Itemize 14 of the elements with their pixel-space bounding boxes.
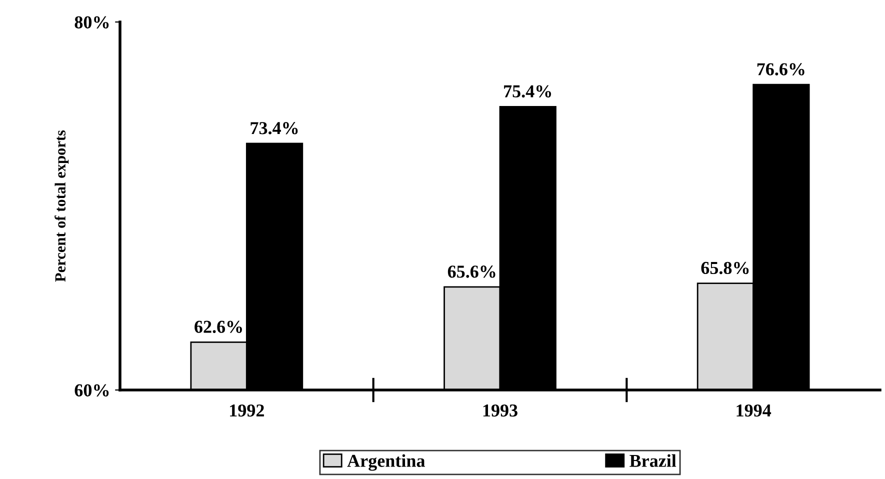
x-tick-label: 1993 [483, 404, 518, 417]
x-tick-label: 1994 [736, 404, 772, 417]
data-label: 65.6% [448, 266, 496, 278]
data-label: 75.4% [504, 85, 551, 98]
y-tick-label: 60% [74, 384, 109, 396]
legend-label: Argentina [347, 454, 425, 471]
legend-label: Brazil [630, 454, 676, 467]
y-tick-label: 80% [74, 16, 109, 28]
x-tick-label: 1992 [230, 404, 264, 417]
data-label: 76.6% [757, 63, 804, 76]
data-label: 65.8% [701, 262, 749, 274]
data-label: 62.6% [194, 320, 242, 334]
data-label: 73.4% [250, 122, 298, 134]
y-axis-title: Percent of total exports [54, 130, 69, 282]
